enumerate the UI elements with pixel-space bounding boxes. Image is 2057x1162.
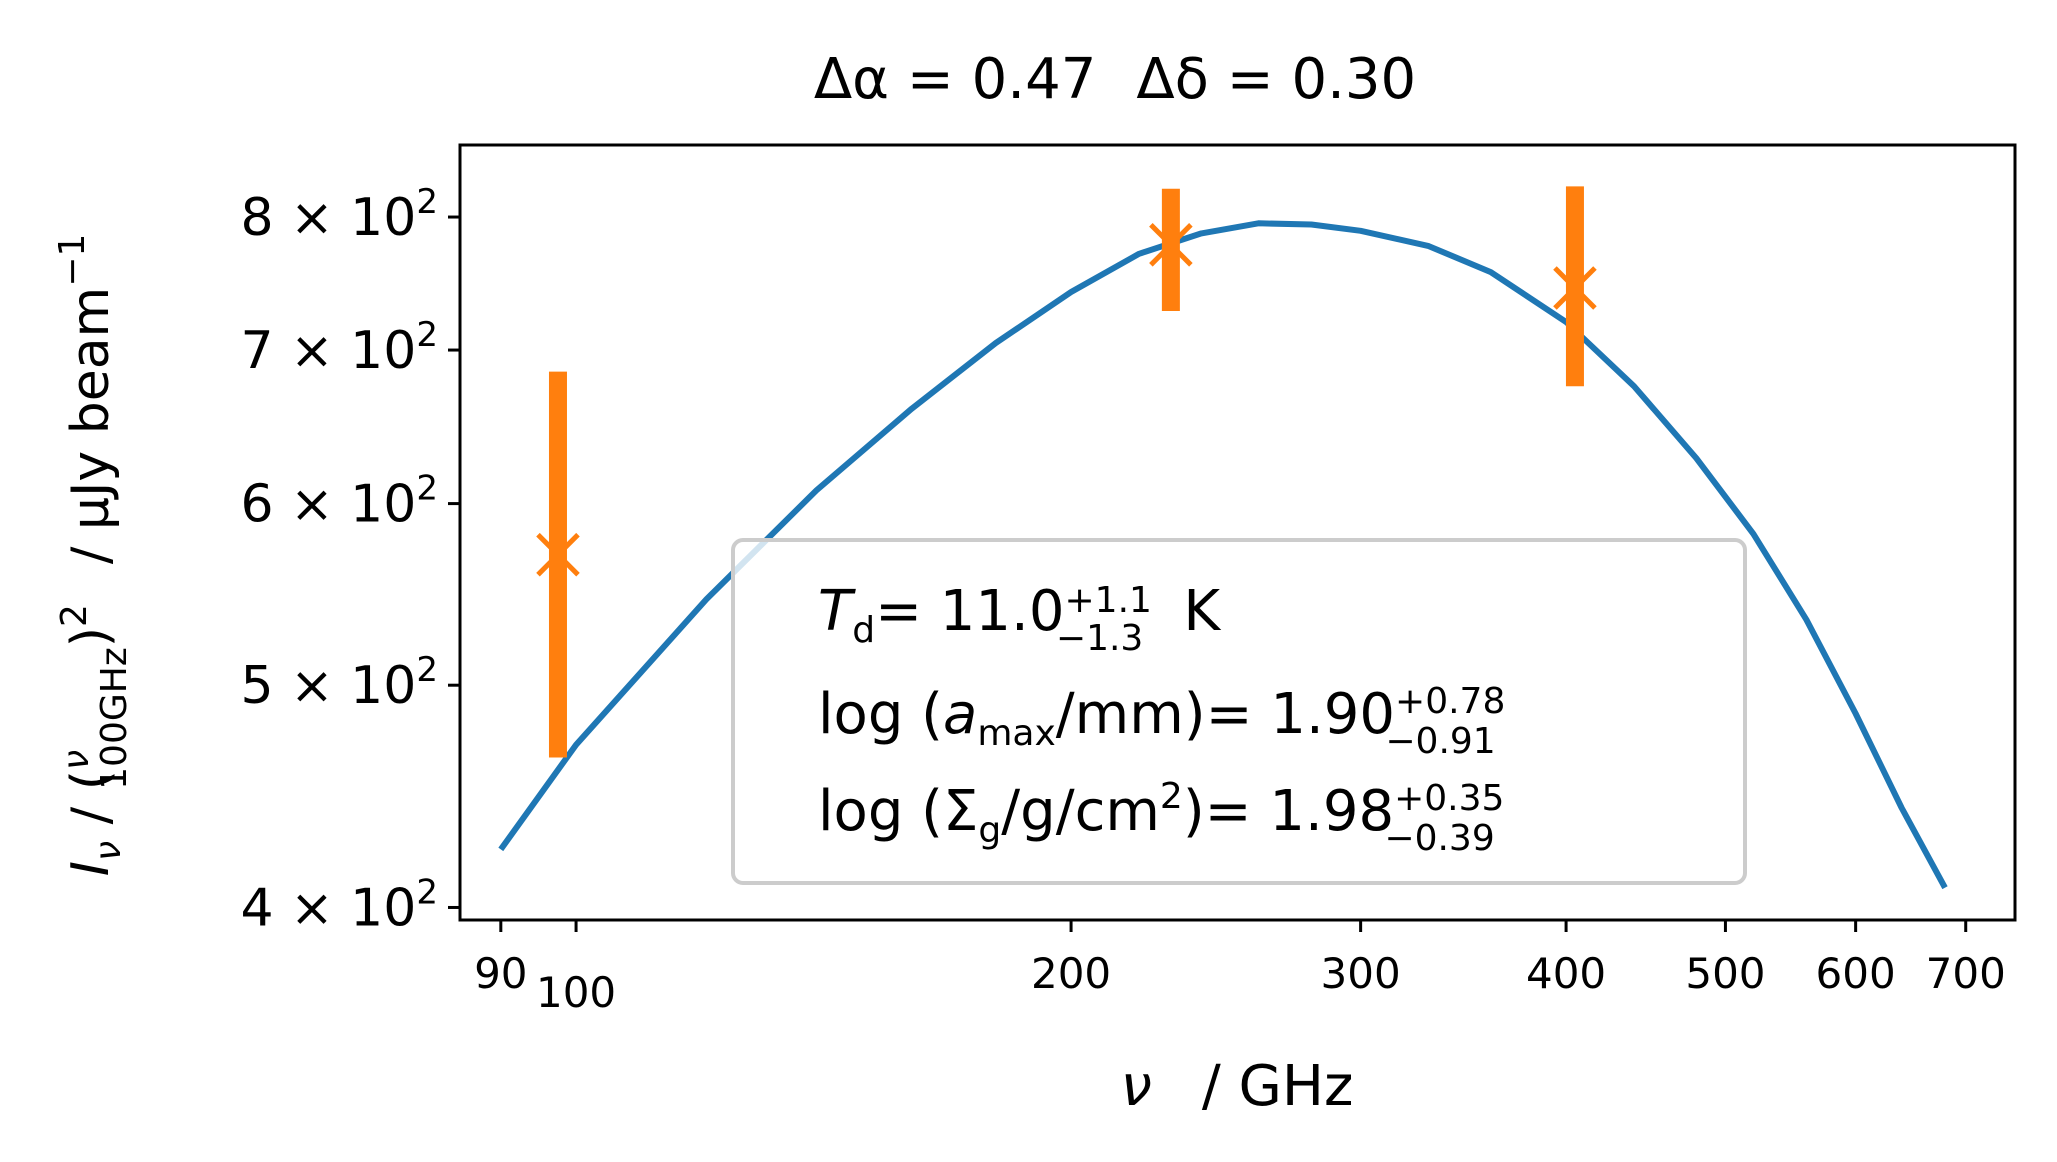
- legend-line-td: Td= 11.0+1.1 −1.3 K: [818, 579, 1221, 659]
- data-point-marker: [1149, 223, 1193, 267]
- x-tick-label: 300: [1321, 949, 1401, 998]
- y-label-unit: / μJy beam: [61, 287, 121, 564]
- y-axis-ticks: 4 × 102 5 × 102 6 × 102 7 × 102 8 × 102: [240, 182, 460, 938]
- legend-td-plus: +1.1: [1065, 580, 1152, 621]
- x-tick-label: 100: [536, 968, 616, 1017]
- legend-sigma-symbol: Σ: [943, 779, 978, 844]
- legend-amax-minus: −0.91: [1385, 721, 1495, 762]
- y-label-unit-power: −1: [52, 234, 93, 287]
- legend-sigma-sub: g: [978, 810, 1001, 851]
- legend-sigma-unit: /g/cm: [1001, 779, 1160, 844]
- title-alpha-label: Δα: [814, 47, 889, 112]
- title-alpha-value: 0.47: [972, 47, 1097, 112]
- legend-amax-plus: +0.78: [1395, 681, 1505, 722]
- x-tick-label: 700: [1926, 949, 2006, 998]
- legend-box: [731, 538, 1747, 885]
- y-label-i: I: [61, 861, 121, 876]
- legend-amax-log: log: [818, 682, 903, 747]
- legend: Td= 11.0+1.1 −1.3 K log (amax/mm)= 1.90+0.…: [731, 538, 1747, 885]
- legend-td-value: = 11.0: [875, 579, 1064, 644]
- title-delta-value: 0.30: [1291, 47, 1416, 112]
- legend-td-symbol: T: [818, 579, 856, 644]
- x-tick-label: 600: [1816, 949, 1896, 998]
- y-label-i-sub: ν: [88, 841, 129, 861]
- y-axis-label: Iν / (ν100GHz)2/ μJy beam−1: [52, 234, 135, 877]
- chart-title: Δα = 0.47 Δδ = 0.30: [814, 47, 1416, 112]
- x-tick-label: 200: [1031, 949, 1111, 998]
- svg-text:Iν / (ν100GHz)2/ μJy beam−1: Iν / (ν100GHz)2/ μJy beam−1: [52, 234, 135, 877]
- y-label-frac-num: ν: [56, 750, 97, 770]
- title-delta-label: Δδ: [1136, 47, 1209, 112]
- y-tick-label: 4 × 102: [240, 872, 438, 938]
- legend-td-sub: d: [852, 610, 875, 651]
- legend-line-amax: log (amax/mm)= 1.90+0.78 −0.91: [818, 681, 1505, 762]
- x-axis-unit: / GHz: [1202, 1054, 1354, 1119]
- y-tick-label: 7 × 102: [240, 315, 438, 381]
- legend-sigma-minus: −0.39: [1384, 818, 1494, 859]
- legend-amax-symbol: a: [943, 682, 977, 747]
- model-curve: [498, 220, 1948, 890]
- data-point-marker: [1553, 266, 1597, 310]
- legend-amax-value: = 1.90: [1206, 682, 1395, 747]
- x-axis-label: ν / GHz: [1121, 1054, 1354, 1119]
- x-tick-label: 500: [1685, 949, 1765, 998]
- x-axis-ticks: 90 100 200 300 400 500 600 700: [474, 920, 2006, 1017]
- x-tick-label: 400: [1526, 949, 1606, 998]
- y-label-frac-den: 100GHz: [94, 647, 135, 790]
- legend-amax-unit: /mm: [1056, 682, 1184, 747]
- legend-sigma-pow: 2: [1160, 776, 1183, 817]
- legend-td-minus: −1.3: [1056, 618, 1143, 659]
- legend-amax-sub: max: [977, 713, 1055, 754]
- legend-sigma-value: = 1.98: [1205, 779, 1394, 844]
- plot-frame: [458, 143, 2017, 922]
- y-tick-label: 8 × 102: [240, 182, 438, 248]
- x-tick-label: 90: [474, 949, 527, 998]
- legend-sigma-log: log: [818, 779, 903, 844]
- legend-line-sigma: log (Σg/g/cm2)= 1.98+0.35 −0.39: [818, 776, 1504, 859]
- y-tick-label: 5 × 102: [240, 650, 438, 716]
- data-point-marker: [536, 532, 580, 577]
- y-tick-label: 6 × 102: [240, 469, 438, 535]
- x-axis-symbol: ν: [1121, 1054, 1152, 1119]
- series-layer: [498, 186, 1948, 890]
- legend-td-unit: K: [1183, 579, 1221, 644]
- legend-sigma-plus: +0.35: [1394, 778, 1504, 819]
- y-label-power: 2: [54, 604, 95, 627]
